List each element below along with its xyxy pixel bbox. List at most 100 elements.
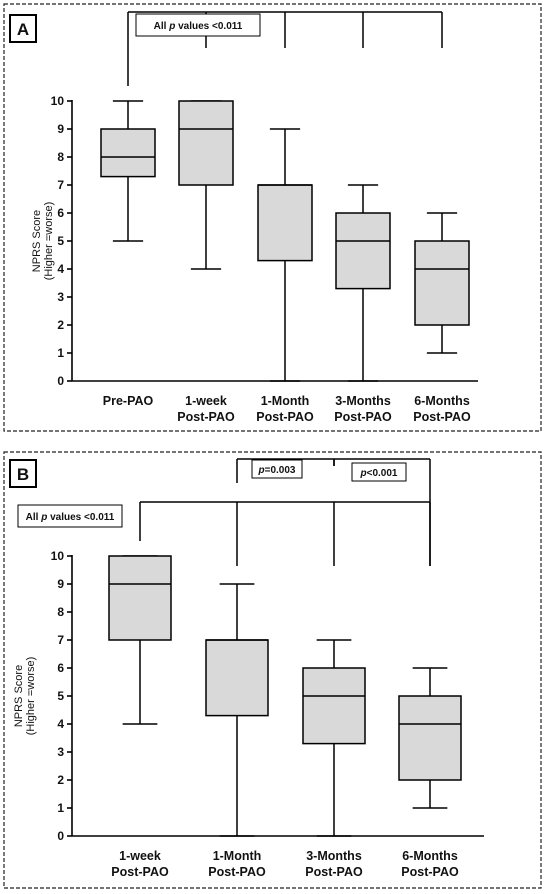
bracket-label: p=0.003: [258, 465, 296, 476]
y-tick-label: 0: [57, 374, 64, 388]
panel-a-letter: A: [17, 20, 29, 39]
y-tick-label: 8: [57, 605, 64, 619]
category-label-line: 1-week: [185, 394, 227, 408]
significance-bracket: All p values <0.011: [127, 11, 443, 86]
bracket-label-prefix: All: [26, 512, 42, 523]
y-axis-label: NPRS Score: [13, 665, 25, 727]
y-tick-label: 1: [57, 346, 64, 360]
category-label: 1-Month Post-PAO: [256, 394, 314, 424]
box-group: [108, 555, 172, 725]
y-tick-label: 5: [57, 689, 64, 703]
bracket-label: All p values <0.011: [154, 21, 243, 32]
category-label: 3-Months Post-PAO: [305, 849, 363, 879]
box-group: [398, 667, 462, 809]
box-group: [100, 100, 156, 242]
y-tick-label: 0: [57, 829, 64, 843]
panel-b: B 0 1 2 3 4 5 6 7 8 9 10 NPRS Score (Higher =worse) 1…: [3, 451, 542, 889]
category-label-line: Post-PAO: [305, 865, 363, 879]
box-iqr: [414, 240, 470, 326]
significance-bracket: p<0.001: [333, 458, 431, 566]
category-label-line: 1-Month: [261, 394, 310, 408]
y-tick-label: 9: [57, 577, 64, 591]
category-label-line: Pre-PAO: [103, 394, 154, 408]
bracket-label-suffix: values <0.011: [47, 512, 114, 523]
box-group: [205, 583, 269, 837]
y-tick-label: 5: [57, 234, 64, 248]
bracket-label-p: p: [360, 468, 367, 479]
y-tick-label: 10: [51, 94, 65, 108]
bracket-label-prefix: All: [154, 21, 170, 32]
y-tick-label: 3: [57, 745, 64, 759]
category-label-line: Post-PAO: [413, 410, 471, 424]
y-tick-label: 2: [57, 318, 64, 332]
category-label-line: Post-PAO: [256, 410, 314, 424]
category-label: 6-Months Post-PAO: [401, 849, 459, 879]
y-tick-label: 4: [57, 262, 64, 276]
bracket-label-suffix: =0.003: [265, 465, 296, 476]
panel-a: A 0 1 2 3 4 5 6 7 8 9 10 NPRS Score (Higher =worse) P…: [3, 3, 542, 432]
box-iqr: [205, 639, 269, 717]
significance-bracket: All p values <0.011: [17, 501, 431, 566]
box-iqr: [398, 695, 462, 781]
y-tick-label: 1: [57, 801, 64, 815]
panel-a-frame: [3, 3, 542, 432]
category-label-line: 1-week: [119, 849, 161, 863]
panel-b-letter: B: [17, 465, 29, 484]
category-label-line: 3-Months: [335, 394, 391, 408]
box-group: [302, 639, 366, 837]
y-tick-label: 3: [57, 290, 64, 304]
bracket-label-p: p: [40, 512, 47, 523]
box-iqr: [335, 212, 391, 290]
box-iqr: [108, 555, 172, 641]
box-iqr: [100, 128, 156, 178]
category-label: 1-week Post-PAO: [177, 394, 235, 424]
bracket-label-box: [251, 459, 303, 479]
bracket-label-p: p: [168, 21, 175, 32]
bracket-label-box: [351, 462, 407, 482]
bracket-label-box: [17, 504, 123, 528]
category-label-line: Post-PAO: [401, 865, 459, 879]
y-axis-label: NPRS Score: [31, 210, 43, 272]
y-tick-label: 9: [57, 122, 64, 136]
bracket-label-suffix: <0.001: [367, 468, 398, 479]
y-tick-label: 4: [57, 717, 64, 731]
significance-bracket: p=0.003: [236, 458, 335, 483]
y-axis-sublabel: (Higher =worse): [43, 202, 55, 281]
y-tick-label: 8: [57, 150, 64, 164]
box-iqr: [257, 184, 313, 262]
y-tick-label: 2: [57, 773, 64, 787]
box-group: [335, 184, 391, 382]
bracket-label-p: p: [258, 465, 265, 476]
box-group: [257, 128, 313, 382]
bracket-label-box: [135, 13, 261, 37]
panel-a-letter-box: [9, 14, 37, 43]
y-tick-label: 6: [57, 661, 64, 675]
box-group: [178, 100, 234, 270]
category-label: 1-week Post-PAO: [111, 849, 169, 879]
category-label-line: 6-Months: [402, 849, 458, 863]
category-label-line: Post-PAO: [334, 410, 392, 424]
category-label-line: 6-Months: [414, 394, 470, 408]
panel-a-plot: 0 1 2 3 4 5 6 7 8 9 10 NPRS Score (Higher =worse) Pre…: [31, 11, 478, 424]
category-label-line: 1-Month: [213, 849, 262, 863]
category-label: Pre-PAO: [103, 394, 154, 408]
box-iqr: [302, 667, 366, 745]
y-tick-label: 10: [51, 549, 65, 563]
category-label-line: Post-PAO: [111, 865, 169, 879]
bracket-label: All p values <0.011: [26, 512, 115, 523]
panel-b-plot: 0 1 2 3 4 5 6 7 8 9 10 NPRS Score (Higher =worse) 1-w…: [13, 458, 484, 879]
category-label-line: Post-PAO: [208, 865, 266, 879]
y-tick-label: 6: [57, 206, 64, 220]
category-label: 6-Months Post-PAO: [413, 394, 471, 424]
y-tick-label: 7: [57, 633, 64, 647]
panel-b-letter-box: [9, 459, 37, 488]
category-label-line: 3-Months: [306, 849, 362, 863]
box-iqr: [178, 100, 234, 186]
bracket-label-suffix: values <0.011: [175, 21, 242, 32]
panel-b-frame: [3, 451, 542, 889]
category-label: 1-Month Post-PAO: [208, 849, 266, 879]
box-group: [414, 212, 470, 354]
y-tick-label: 7: [57, 178, 64, 192]
bracket-label: p<0.001: [360, 468, 398, 479]
